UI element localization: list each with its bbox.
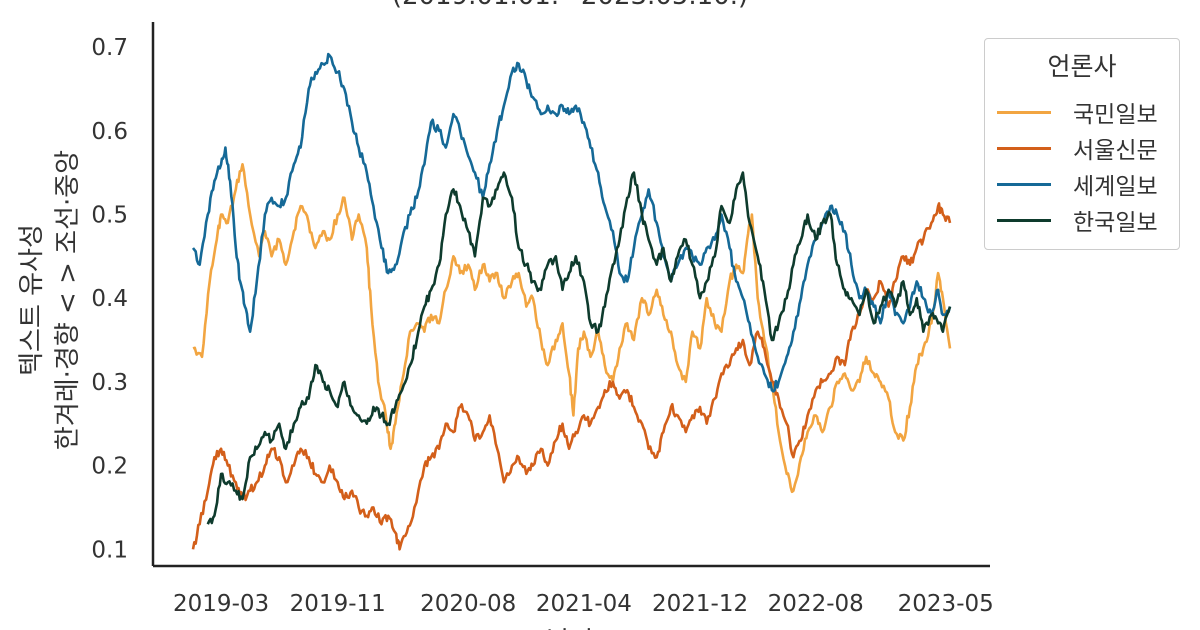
y-tick-label: 0.5 bbox=[91, 202, 128, 228]
series-line bbox=[191, 202, 952, 551]
legend-item: 서울신문 bbox=[997, 133, 1158, 164]
x-tick-label: 2019-03 bbox=[173, 591, 269, 617]
legend-swatch bbox=[997, 218, 1051, 222]
legend-swatch bbox=[997, 182, 1051, 186]
x-tick-label: 2022-08 bbox=[768, 591, 864, 617]
y-tick-label: 0.1 bbox=[91, 537, 128, 563]
legend-swatch bbox=[997, 146, 1051, 150]
y-ticks: 0.1 0.2 0.3 0.4 0.5 0.6 0.7 bbox=[91, 35, 128, 563]
series-line bbox=[191, 52, 952, 393]
series-line bbox=[192, 163, 952, 494]
x-tick-label: 2021-04 bbox=[536, 591, 632, 617]
series-layer bbox=[191, 52, 952, 551]
legend-label: 서울신문 bbox=[1073, 138, 1158, 164]
y-tick-label: 0.2 bbox=[91, 454, 128, 480]
chart-title: (2019.01.01.~2023.05.10.) bbox=[392, 0, 748, 11]
legend-item: 세계일보 bbox=[997, 169, 1158, 200]
legend-label: 세계일보 bbox=[1073, 174, 1158, 200]
x-ticks: 2019-03 2019-11 2020-08 2021-04 2021-12 2022-… bbox=[173, 591, 994, 617]
legend-item: 한국일보 bbox=[997, 205, 1158, 236]
y-axis-label-line2: 한겨레·경향 < > 조선·중앙 bbox=[53, 150, 83, 450]
x-tick-label: 2019-11 bbox=[290, 591, 386, 617]
y-axis-label-line1: 텍스트 유사성 bbox=[17, 224, 47, 376]
y-tick-label: 0.3 bbox=[91, 370, 128, 396]
legend-swatch bbox=[997, 110, 1051, 114]
y-axis-label: 텍스트 유사성 한겨레·경향 < > 조선·중앙 bbox=[17, 150, 83, 450]
legend: 언론사 국민일보 서울신문 세계일보 한국일보 bbox=[984, 38, 1180, 250]
legend-item: 국민일보 bbox=[997, 97, 1158, 128]
y-tick-label: 0.7 bbox=[91, 35, 128, 61]
x-axis-label: 날짜 bbox=[546, 627, 594, 630]
x-tick-label: 2020-08 bbox=[420, 591, 516, 617]
x-tick-label: 2021-12 bbox=[652, 591, 748, 617]
legend-label: 한국일보 bbox=[1073, 210, 1158, 236]
legend-label: 국민일보 bbox=[1073, 102, 1158, 128]
y-tick-label: 0.4 bbox=[91, 286, 128, 312]
y-tick-label: 0.6 bbox=[91, 119, 128, 145]
x-tick-label: 2023-05 bbox=[898, 591, 994, 617]
legend-title: 언론사 bbox=[1047, 52, 1117, 81]
series-line bbox=[206, 171, 952, 525]
